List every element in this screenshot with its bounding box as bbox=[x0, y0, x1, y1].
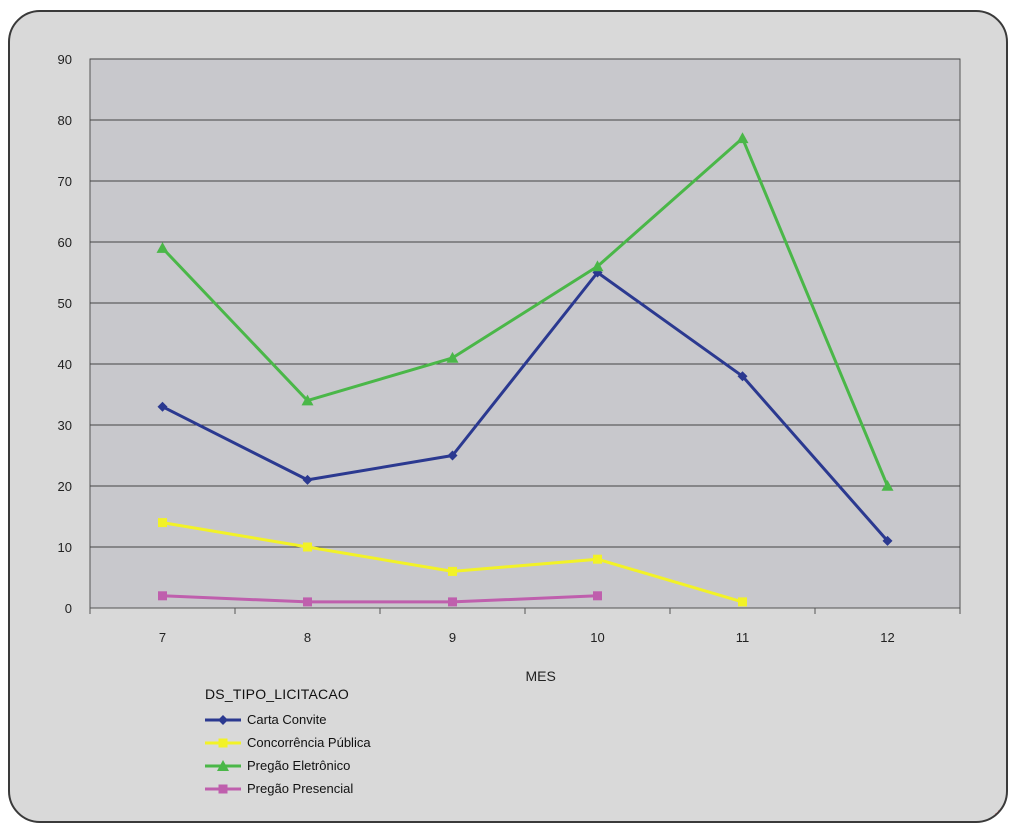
data-point-pregao-eletronico bbox=[881, 480, 894, 491]
y-tick-label: 80 bbox=[58, 113, 72, 128]
data-point-carta-convite bbox=[737, 371, 748, 382]
data-point-carta-convite bbox=[157, 401, 168, 412]
x-tick-label: 9 bbox=[449, 630, 456, 645]
data-point-pregao-eletronico bbox=[736, 132, 749, 144]
legend-items: Carta Convite Concorrência Pública Pregão … bbox=[205, 708, 371, 800]
y-tick-label: 10 bbox=[58, 540, 72, 555]
legend-label: Pregão Presencial bbox=[247, 781, 354, 796]
data-point-concorrencia-publica bbox=[158, 518, 167, 528]
legend-swatch bbox=[205, 738, 241, 747]
y-tick-label: 0 bbox=[65, 601, 72, 616]
data-point-pregao-presencial bbox=[303, 597, 312, 607]
legend-item: Pregão Eletrônico bbox=[205, 754, 371, 777]
series-line-carta-convite bbox=[161, 271, 889, 542]
line-chart: 0 10 20 30 40 50 60 70 80 90 7 8 9 10 11 12 MES bbox=[58, 52, 961, 684]
y-tick-label: 90 bbox=[58, 52, 72, 67]
legend-label: Concorrência Pública bbox=[247, 735, 371, 750]
legend-swatch bbox=[205, 714, 241, 725]
y-tick-label: 60 bbox=[58, 235, 72, 250]
x-tick-label: 12 bbox=[880, 630, 894, 645]
x-tick-label: 7 bbox=[159, 630, 166, 645]
data-point-concorrencia-publica bbox=[303, 542, 312, 552]
data-point-concorrencia-publica bbox=[448, 566, 457, 576]
y-tick-label: 50 bbox=[58, 296, 72, 311]
data-point-pregao-eletronico bbox=[446, 351, 459, 363]
y-tick-label: 30 bbox=[58, 418, 72, 433]
legend-swatch bbox=[205, 784, 241, 793]
y-tick-label: 40 bbox=[58, 357, 72, 372]
legend-title: DS_TIPO_LICITACAO bbox=[205, 686, 349, 702]
y-tick-label: 20 bbox=[58, 479, 72, 494]
data-point-pregao-eletronico bbox=[301, 394, 314, 406]
data-point-pregao-presencial bbox=[448, 597, 457, 607]
red-corner-decoration bbox=[988, 803, 1006, 821]
data-point-concorrencia-publica bbox=[738, 597, 747, 607]
legend: DS_TIPO_LICITACAO Carta Convite Concorrên… bbox=[205, 686, 371, 800]
series-line-pregao-presencial bbox=[162, 594, 598, 604]
legend-item: Concorrência Pública bbox=[205, 731, 371, 754]
chart-frame: 0 10 20 30 40 50 60 70 80 90 7 8 9 10 11 12 MES DS_TIPO_… bbox=[8, 10, 1008, 823]
data-point-carta-convite bbox=[882, 535, 893, 546]
legend-label: Carta Convite bbox=[247, 712, 327, 727]
legend-swatch bbox=[205, 759, 241, 771]
series-line-pregao-eletronico bbox=[161, 136, 889, 487]
data-point-pregao-eletronico bbox=[591, 260, 604, 272]
plot-area bbox=[89, 58, 961, 609]
y-tick-label: 70 bbox=[58, 174, 72, 189]
legend-label: Pregão Eletrônico bbox=[247, 758, 351, 773]
x-tick-label: 10 bbox=[590, 630, 604, 645]
x-tick-label: 8 bbox=[304, 630, 311, 645]
data-point-pregao-presencial bbox=[158, 591, 167, 601]
data-point-concorrencia-publica bbox=[593, 554, 602, 564]
x-axis-title: MES bbox=[525, 668, 555, 684]
x-tick-label: 11 bbox=[736, 630, 750, 645]
data-point-carta-convite bbox=[447, 450, 458, 461]
data-point-carta-convite bbox=[302, 474, 313, 485]
legend-item: Carta Convite bbox=[205, 708, 371, 731]
data-point-pregao-presencial bbox=[593, 591, 602, 601]
data-point-pregao-eletronico bbox=[156, 242, 169, 253]
legend-item: Pregão Presencial bbox=[205, 777, 371, 800]
